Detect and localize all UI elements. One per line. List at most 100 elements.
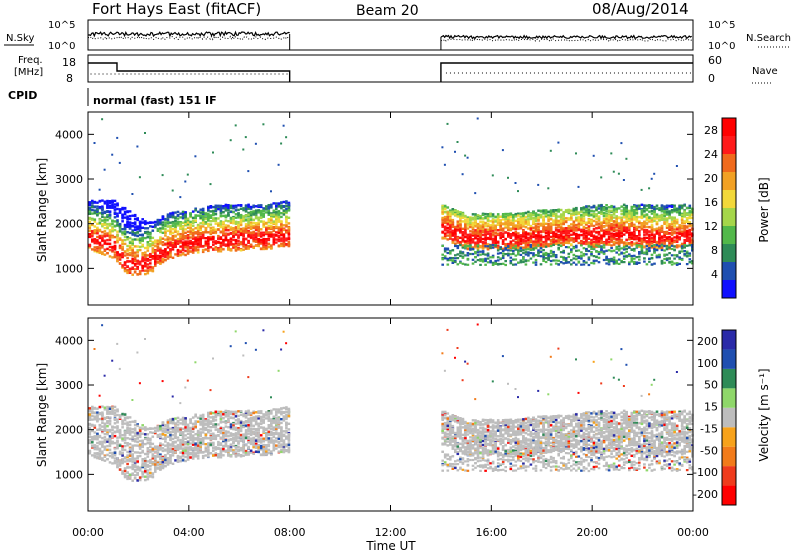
power-cell bbox=[648, 204, 651, 207]
power-cell bbox=[532, 252, 535, 255]
power-cell bbox=[232, 227, 235, 231]
power-cell bbox=[522, 258, 525, 261]
power-cell bbox=[517, 242, 520, 245]
power-cell bbox=[227, 212, 230, 215]
power-cell bbox=[121, 255, 124, 259]
power-cell bbox=[522, 220, 525, 223]
power-cell bbox=[141, 234, 144, 237]
power-cell bbox=[481, 253, 485, 256]
power-cell bbox=[615, 259, 618, 262]
power-cell bbox=[595, 231, 598, 234]
power-cell bbox=[267, 205, 271, 208]
power-cell bbox=[572, 247, 576, 250]
power-cell bbox=[189, 226, 192, 230]
power-cell bbox=[146, 236, 150, 239]
power-cell bbox=[131, 243, 134, 246]
power-cell bbox=[96, 208, 99, 212]
power-cell bbox=[630, 233, 634, 236]
power-cell bbox=[217, 237, 220, 240]
power-cell bbox=[232, 218, 235, 221]
power-cell bbox=[451, 212, 455, 215]
power-cell bbox=[237, 223, 240, 227]
power-cell bbox=[653, 246, 656, 249]
power-cell bbox=[201, 211, 205, 214]
power-cell bbox=[144, 257, 147, 261]
power-cell bbox=[144, 246, 147, 250]
power-cell bbox=[559, 228, 563, 231]
power-cell bbox=[638, 239, 641, 242]
power-cell bbox=[466, 245, 470, 248]
power-cell bbox=[234, 124, 237, 127]
power-cell bbox=[275, 223, 278, 226]
power-cell bbox=[443, 221, 447, 225]
power-cell bbox=[459, 240, 462, 244]
power-cell bbox=[128, 267, 132, 270]
power-cell bbox=[620, 221, 623, 225]
power-cell bbox=[464, 246, 467, 249]
power-cell bbox=[191, 248, 195, 251]
power-cell bbox=[247, 207, 250, 210]
power-cell bbox=[103, 223, 107, 226]
power-cell bbox=[587, 245, 591, 248]
power-cell bbox=[600, 208, 603, 211]
power-cell bbox=[590, 245, 593, 248]
power-cell bbox=[612, 241, 616, 244]
power-cell bbox=[499, 257, 502, 260]
power-cell bbox=[660, 244, 664, 247]
power-cell bbox=[486, 236, 490, 240]
power-cell bbox=[201, 231, 205, 235]
power-cell bbox=[123, 210, 127, 213]
power-cell bbox=[620, 229, 623, 232]
power-cell bbox=[443, 247, 447, 250]
power-cell bbox=[529, 215, 533, 218]
power-cell bbox=[179, 226, 182, 229]
power-cell bbox=[494, 236, 497, 239]
power-cell bbox=[655, 256, 659, 259]
power-cell bbox=[562, 258, 565, 261]
power-cell bbox=[166, 255, 170, 259]
power-cell bbox=[244, 237, 248, 241]
power-cell bbox=[201, 210, 205, 213]
power-cell bbox=[615, 208, 618, 211]
power-cell bbox=[441, 263, 444, 266]
power-cell bbox=[184, 245, 187, 248]
power-cell bbox=[234, 233, 238, 236]
power-cell bbox=[587, 209, 591, 213]
power-cell bbox=[118, 244, 122, 247]
power-cell bbox=[111, 226, 114, 229]
power-cell bbox=[242, 148, 245, 151]
power-cell bbox=[249, 223, 253, 226]
power-cell bbox=[625, 216, 628, 220]
power-cell bbox=[118, 161, 121, 164]
power-cell bbox=[597, 225, 601, 228]
power-cell bbox=[504, 218, 507, 221]
power-cell bbox=[287, 236, 291, 239]
power-cell bbox=[287, 232, 291, 235]
power-cell bbox=[227, 209, 230, 212]
power-cell bbox=[496, 215, 500, 218]
power-cell bbox=[625, 212, 628, 216]
power-cell bbox=[98, 221, 102, 224]
power-cell bbox=[580, 230, 583, 233]
power-cell bbox=[186, 221, 190, 224]
power-cell bbox=[454, 213, 457, 216]
power-cell bbox=[660, 262, 664, 265]
power-cell bbox=[123, 207, 127, 210]
power-cell bbox=[481, 221, 485, 224]
power-cell bbox=[207, 236, 210, 239]
power-cell bbox=[123, 226, 127, 229]
power-cell bbox=[622, 244, 626, 247]
power-cell bbox=[610, 227, 613, 230]
power-cell bbox=[519, 234, 523, 237]
power-cell bbox=[121, 243, 124, 246]
power-cell bbox=[527, 220, 530, 223]
power-cell bbox=[239, 221, 243, 224]
power-cell bbox=[645, 250, 649, 254]
power-cell bbox=[476, 254, 480, 257]
power-cell bbox=[287, 203, 291, 206]
power-cell bbox=[93, 210, 97, 214]
power-cell bbox=[557, 239, 560, 243]
power-cell bbox=[600, 237, 603, 240]
power-cell bbox=[567, 227, 571, 230]
power-cell bbox=[539, 216, 543, 219]
